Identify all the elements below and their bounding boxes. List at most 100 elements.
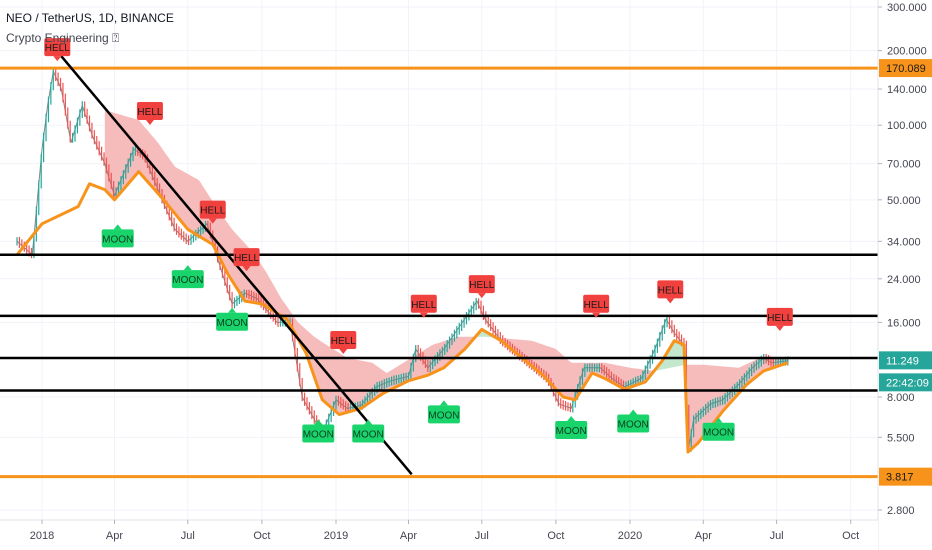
signal-label: HELL: [331, 336, 356, 347]
signal-box: [136, 101, 163, 120]
signal-label: MOON: [172, 275, 203, 286]
cloud-bullish-region: [655, 341, 685, 371]
indicator-title[interactable]: Crypto Engineering ⍰: [6, 31, 120, 45]
moon-signal: MOON: [427, 400, 460, 424]
price-axis-label: 300.000: [887, 2, 927, 14]
signal-label: HELL: [584, 300, 609, 311]
signal-pointer: [714, 417, 723, 423]
cloud-bearish-region: [684, 358, 788, 452]
moon-signal: MOON: [216, 307, 249, 331]
signal-label: HELL: [200, 206, 225, 217]
price-tag-label: 170.089: [886, 63, 926, 75]
price-tag-label: 11.249: [886, 355, 919, 367]
time-axis-label: 2019: [324, 530, 348, 542]
signal-pointer: [183, 265, 192, 271]
hell-signal: HELL: [233, 248, 260, 272]
signal-box: [101, 229, 134, 248]
time-axis[interactable]: 2018 Apr Jul Oct 2019 Apr Jul Oct 2020 Apr Jul Oct: [0, 519, 878, 550]
signal-box: [468, 275, 495, 294]
price-tag: [879, 351, 932, 370]
price-axis-label: 100.000: [887, 120, 927, 132]
signal-pointer: [439, 400, 448, 406]
time-axis-label: Jul: [770, 530, 784, 542]
signal-pointer: [567, 416, 576, 422]
baseline-series: [15, 170, 789, 454]
signal-label: MOON: [428, 410, 459, 421]
signal-markers: HELL HELL MOON HELL MOON HELL MOON HELL MOON MOON…: [44, 38, 793, 443]
signal-pointer: [113, 224, 122, 230]
signal-box: [171, 270, 204, 289]
signal-pointer: [228, 307, 237, 313]
time-axis-label: 2018: [30, 530, 54, 542]
horizontal-levels[interactable]: [0, 66, 878, 479]
signal-label: HELL: [411, 300, 436, 311]
hell-signal: HELL: [199, 200, 226, 224]
signal-box: [302, 424, 335, 443]
signal-box: [427, 405, 460, 424]
signal-label: MOON: [353, 429, 384, 440]
chart-grid: [0, 0, 878, 520]
signal-box: [352, 424, 385, 443]
signal-pointer: [53, 56, 62, 62]
moon-signal: MOON: [617, 409, 650, 433]
hell-signal: HELL: [410, 294, 437, 318]
moon-signal: MOON: [702, 417, 735, 441]
price-axis-label: 5.500: [887, 432, 915, 444]
signal-box: [199, 200, 226, 219]
price-axis-label: 200.000: [887, 46, 927, 58]
hell-signal: HELL: [44, 38, 71, 62]
price-tag-label: 22:42:09: [886, 377, 929, 389]
signal-box: [657, 280, 684, 299]
signal-pointer: [629, 409, 638, 415]
price-axis-label: 50.000: [887, 195, 921, 207]
signal-label: MOON: [102, 234, 133, 245]
signal-label: HELL: [45, 43, 70, 54]
signal-pointer: [145, 119, 154, 125]
time-axis-label: Apr: [400, 530, 417, 542]
signal-box: [702, 422, 735, 441]
price-tag: [879, 467, 932, 486]
price-axis-label: 34.000: [887, 236, 921, 248]
signal-label: HELL: [137, 107, 162, 118]
signal-pointer: [775, 325, 784, 331]
signal-pointer: [592, 312, 601, 318]
symbol-title[interactable]: NEO / TetherUS, 1D, BINANCE: [6, 11, 174, 25]
signal-pointer: [208, 218, 217, 224]
signal-label: HELL: [658, 285, 683, 296]
price-tag: [879, 59, 932, 78]
price-tag: [879, 373, 932, 392]
price-axis-label: 140.000: [887, 84, 927, 96]
time-axis-label: Jul: [181, 530, 195, 542]
time-axis-label: 2020: [618, 530, 642, 542]
signal-label: HELL: [767, 313, 792, 324]
hell-signal: HELL: [468, 275, 495, 299]
price-tag-label: 3.817: [886, 472, 914, 484]
signal-label: MOON: [618, 420, 649, 431]
moon-signal: MOON: [171, 265, 204, 289]
time-axis-label: Oct: [253, 530, 270, 542]
moon-signal: MOON: [555, 416, 588, 440]
time-axis-label: Oct: [842, 530, 859, 542]
price-axis-label: 24.000: [887, 274, 921, 286]
time-axis-label: Oct: [547, 530, 564, 542]
signal-pointer: [314, 419, 323, 425]
price-axis[interactable]: 300.000 200.000 140.000 100.000 70.000 50.000…: [877, 0, 932, 550]
signal-box: [233, 248, 260, 267]
signal-box: [44, 38, 71, 57]
signal-pointer: [666, 298, 675, 304]
price-axis-label: 2.800: [887, 505, 915, 517]
signal-pointer: [477, 293, 486, 299]
time-axis-label: Jul: [475, 530, 489, 542]
moon-signal: MOON: [352, 419, 385, 443]
signal-label: MOON: [217, 318, 248, 329]
signal-box: [766, 307, 793, 326]
signal-label: MOON: [556, 426, 587, 437]
signal-label: MOON: [703, 428, 734, 439]
price-axis-background: [878, 0, 932, 550]
signal-box: [555, 421, 588, 440]
signal-box: [583, 294, 610, 313]
price-axis-label: 8.000: [887, 392, 915, 404]
time-axis-label: Apr: [106, 530, 123, 542]
signal-pointer: [339, 348, 348, 354]
